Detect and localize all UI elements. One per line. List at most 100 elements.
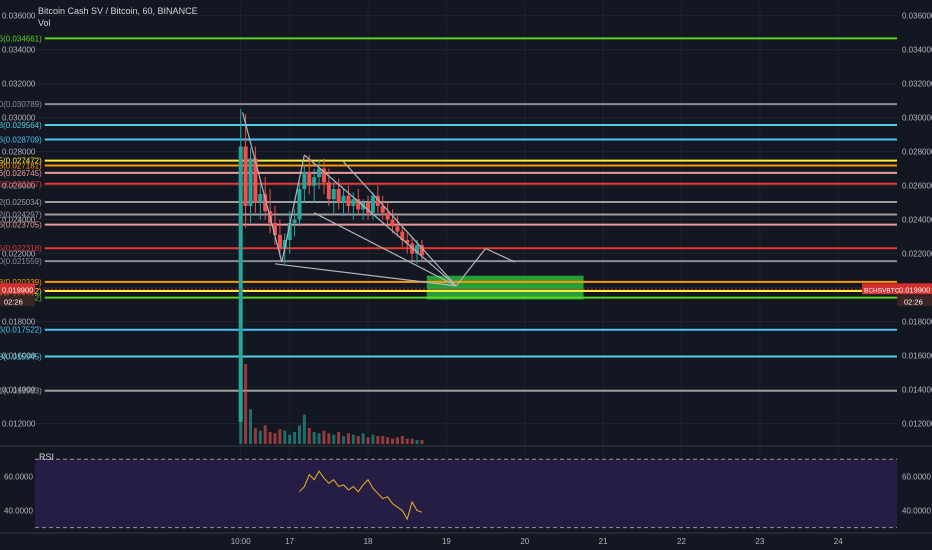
volume-bar [312, 432, 316, 444]
fib-level-label: 0.5(0.026107) [0, 180, 42, 189]
price-tick-label: 0.030000 [902, 114, 932, 123]
fib-level-label: 0(0.021559) [0, 257, 42, 266]
volume-bar [405, 438, 409, 444]
candle-body[interactable] [405, 240, 410, 244]
symbol-tag-label: BCHSVBTC [864, 287, 900, 294]
fib-level-label: 0.382(0.025034) [0, 198, 42, 207]
candle-body[interactable] [282, 240, 287, 249]
price-tick-label: 0.028000 [902, 148, 932, 157]
fibonacci-levels: -0.236(0.034661) 0(0.030789) 0.88(0.029564… [0, 34, 897, 396]
current-time-tag-left [0, 295, 35, 307]
fib-level-label: 0.236(0.023705) [0, 221, 42, 230]
candle-body[interactable] [238, 146, 243, 422]
candle-body[interactable] [287, 223, 292, 240]
candle-body[interactable] [336, 189, 341, 203]
wedge-lower [313, 212, 457, 287]
candle-body[interactable] [248, 158, 253, 206]
drawing-line [303, 154, 457, 287]
candle-body[interactable] [400, 231, 405, 241]
time-tick-label: 20 [520, 537, 529, 546]
candle-body[interactable] [370, 195, 375, 213]
current-price-tag-right [897, 283, 932, 295]
volume-bar [288, 434, 292, 444]
fib-level-label: 0.382(0.024297) [0, 211, 42, 220]
candle-body[interactable] [356, 199, 361, 210]
candle-body[interactable] [375, 195, 380, 206]
candle-body[interactable] [307, 172, 312, 186]
trend-drawings [242, 112, 516, 287]
volume-bar [332, 434, 336, 444]
candle-body[interactable] [326, 182, 331, 200]
volume-bar [244, 364, 248, 444]
fib-level-label: 0.236(0.026745) [0, 169, 42, 178]
symbol-tag [862, 283, 897, 295]
time-tick-label: 24 [834, 537, 843, 546]
price-tick-label: 0.034000 [902, 46, 932, 55]
candle-body[interactable] [380, 206, 385, 213]
price-tick-label: 0.030000 [2, 114, 36, 123]
candle-body[interactable] [302, 172, 307, 189]
volume-bar [258, 430, 262, 444]
price-tick-label: 0.022000 [2, 250, 36, 259]
candle-body[interactable] [419, 245, 424, 256]
volume-bar [366, 437, 370, 444]
volume-label: Vol [38, 18, 51, 28]
time-tick-label: 19 [442, 537, 451, 546]
fib-level-label: 0.618(0.027181) [0, 162, 42, 171]
time-tick-label: 22 [677, 537, 686, 546]
candle-body[interactable] [346, 195, 351, 206]
fib-level-label: 0.618(0.020339) [0, 278, 42, 287]
candle-body[interactable] [263, 194, 268, 212]
price-tick-label: 0.026000 [2, 182, 36, 191]
current-time-label-right: 02:26 [904, 297, 923, 306]
fib-level-label: 0.786(0.028709) [0, 136, 42, 145]
projection-line [455, 248, 487, 287]
candle-body[interactable] [272, 223, 277, 235]
candle-body[interactable] [312, 177, 317, 186]
candle-body[interactable] [243, 146, 248, 207]
candle-body[interactable] [415, 245, 420, 254]
rsi-tick-label: 40.0000 [4, 507, 33, 516]
volume-bar [302, 414, 306, 444]
time-tick-label: 21 [599, 537, 608, 546]
drawing-line [242, 112, 283, 263]
candle-body[interactable] [341, 195, 346, 203]
volume-bar [361, 433, 365, 444]
price-tick-label: 0.014000 [902, 386, 932, 395]
candle-body[interactable] [385, 212, 390, 220]
volume-bar [420, 440, 424, 444]
time-tick-label: 10:00 [231, 537, 252, 546]
candle-body[interactable] [292, 219, 297, 223]
candle-body[interactable] [395, 226, 400, 232]
volume-bar [415, 440, 419, 444]
candle-body[interactable] [258, 194, 263, 203]
candle-body[interactable] [321, 168, 326, 183]
projection-line [485, 247, 516, 263]
price-tick-label: 0.032000 [902, 80, 932, 89]
fib-level-label: 0.88(0.029564) [0, 121, 42, 130]
price-tick-label: 0.014000 [2, 386, 36, 395]
left-price-axis: 0.036000 0.034000 0.032000 0.030000 0.028000… [2, 12, 36, 429]
candle-body[interactable] [297, 189, 302, 220]
candle-body[interactable] [366, 202, 371, 213]
candle-body[interactable] [253, 158, 258, 203]
price-tick-label: 0.012000 [2, 420, 36, 429]
fib-level-label: 1(0.013933) [0, 387, 42, 396]
price-tick-label: 0.032000 [2, 80, 36, 89]
candle-body[interactable] [351, 199, 356, 206]
candle-body[interactable] [390, 219, 395, 227]
price-tick-label: 0.016000 [902, 352, 932, 361]
volume-bar [410, 438, 414, 444]
price-tick-label: 0.016000 [2, 352, 36, 361]
candle-body[interactable] [317, 168, 322, 178]
price-tick-label: 0.026000 [902, 182, 932, 191]
fib-level-label: 0.65(0.027472) [0, 157, 42, 166]
candle-body[interactable] [331, 189, 336, 200]
current-time-label-left: 02:26 [4, 297, 23, 306]
rsi-title: RSI [39, 452, 54, 462]
volume-bar [400, 436, 404, 444]
candle-body[interactable] [277, 234, 282, 249]
time-axis: 10:00 17 18 19 20 21 22 23 24 [0, 532, 932, 546]
price-tick-label: 0.012000 [902, 420, 932, 429]
